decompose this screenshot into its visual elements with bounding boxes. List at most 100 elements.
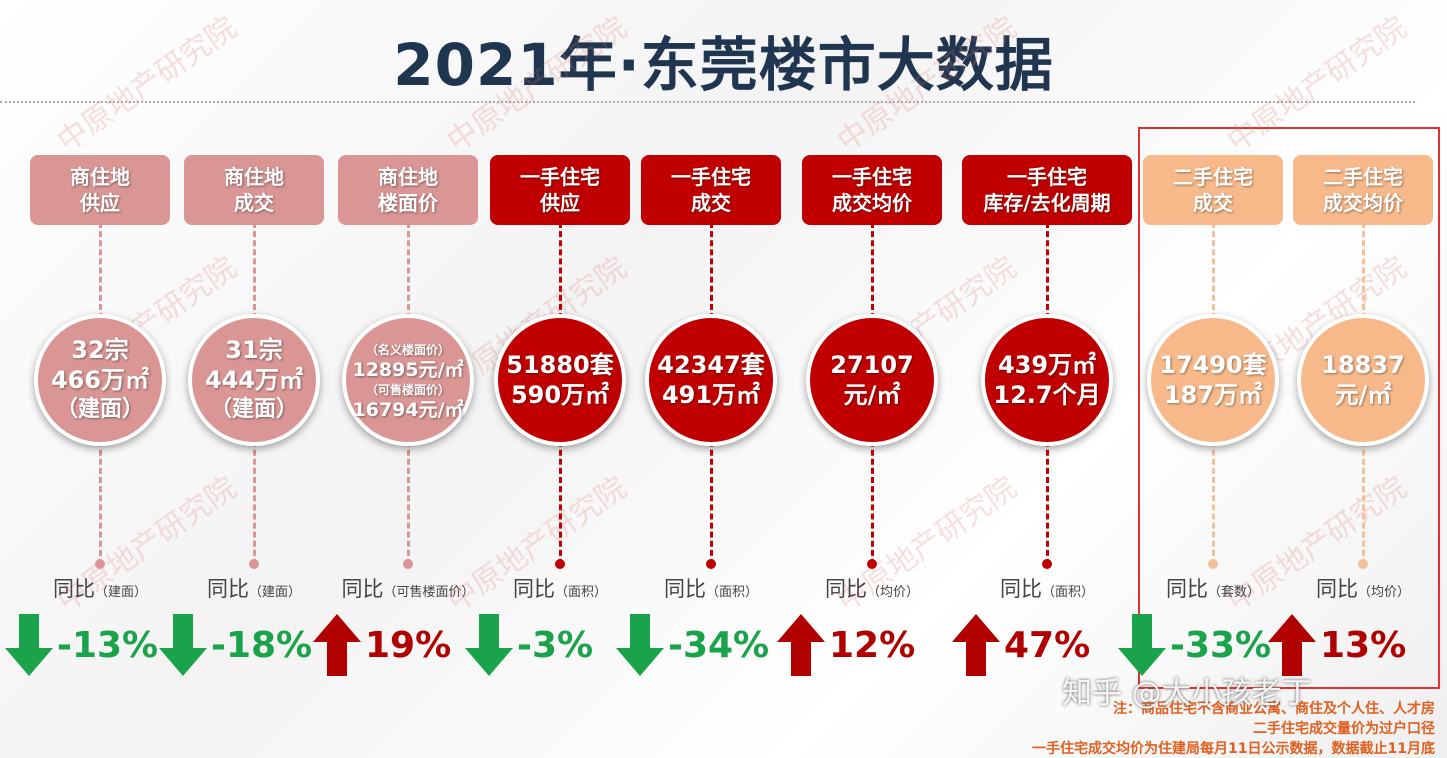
arrow-down bbox=[159, 614, 207, 676]
change-value: -18% bbox=[211, 624, 313, 666]
arrow-up bbox=[1268, 614, 1316, 676]
note: 二手住宅成交量价为过户口径 bbox=[1253, 721, 1435, 737]
yoy-text: 同比 bbox=[512, 577, 555, 601]
stem-dot bbox=[95, 559, 105, 569]
yoy-label: 同比（面积） bbox=[480, 573, 640, 603]
stem-dot bbox=[403, 559, 413, 569]
note: 注：商品住宅不含商业公寓、商住及个人住、人才房 bbox=[1113, 701, 1435, 717]
circle-line: 12.7个月 bbox=[993, 381, 1101, 409]
circle-line: 466万㎡ bbox=[50, 366, 150, 394]
change: 47% bbox=[952, 614, 1090, 676]
change-value: -34% bbox=[668, 624, 770, 666]
change-value: 19% bbox=[365, 624, 452, 666]
column-header: 一手住宅 供应 bbox=[490, 155, 630, 225]
column-header: 一手住宅 成交 bbox=[641, 155, 781, 225]
yoy-note: （套数） bbox=[1207, 585, 1260, 600]
header-line: 楼面价 bbox=[378, 191, 438, 215]
change-value: -3% bbox=[517, 624, 594, 666]
value-circle: （名义楼面价） 12895元/㎡ （可售楼面价） 16794元/㎡ bbox=[342, 314, 474, 446]
value-circle: 17490套 187万㎡ bbox=[1147, 314, 1279, 446]
title: 2021年·东莞楼市大数据 bbox=[393, 31, 1054, 99]
value-circle: 18837 元/㎡ bbox=[1297, 314, 1429, 446]
header-line: 商住地 bbox=[70, 165, 130, 189]
yoy-note: （建面） bbox=[94, 585, 147, 600]
stem-dot bbox=[1358, 559, 1368, 569]
yoy-note: （面积） bbox=[554, 585, 607, 600]
yoy-label: 同比（建面） bbox=[20, 573, 180, 603]
note: 一手住宅成交均价为住建局每月11日公示数据，数据截止11月底 bbox=[1032, 741, 1435, 757]
column-header: 一手住宅 成交均价 bbox=[802, 155, 942, 225]
circle-line: 187万㎡ bbox=[1163, 381, 1263, 409]
header-line: 成交 bbox=[234, 191, 274, 215]
yoy-note: （均价） bbox=[866, 585, 919, 600]
circle-line: 17490套 bbox=[1159, 351, 1267, 379]
yoy-label: 同比（套数） bbox=[1133, 573, 1293, 603]
change: -34% bbox=[616, 614, 769, 676]
column-header: 一手住宅 库存/去化周期 bbox=[962, 155, 1132, 225]
change-value: -33% bbox=[1170, 624, 1272, 666]
header-line: 商住地 bbox=[224, 165, 284, 189]
yoy-label: 同比（建面） bbox=[174, 573, 334, 603]
value-circle: 42347套 491万㎡ bbox=[645, 314, 777, 446]
stem-dot bbox=[249, 559, 259, 569]
arrow-up bbox=[777, 614, 825, 676]
header-line: 二手住宅 bbox=[1323, 165, 1403, 189]
yoy-text: 同比 bbox=[999, 577, 1042, 601]
yoy-label: 同比（面积） bbox=[631, 573, 791, 603]
header-line: 二手住宅 bbox=[1173, 165, 1253, 189]
header-line: 一手住宅 bbox=[832, 165, 912, 189]
circle-line: （建面） bbox=[55, 397, 144, 422]
stem-dot bbox=[867, 559, 877, 569]
column-header: 商住地 成交 bbox=[184, 155, 324, 225]
circle-line: 12895元/㎡ bbox=[352, 359, 464, 381]
change-value: 47% bbox=[1004, 624, 1091, 666]
circle-line: 491万㎡ bbox=[661, 381, 761, 409]
value-circle: 32宗 466万㎡ （建面） bbox=[34, 314, 166, 446]
header-line: 一手住宅 bbox=[520, 165, 600, 189]
column-header: 商住地 楼面价 bbox=[338, 155, 478, 225]
value-circle: 27107 元/㎡ bbox=[806, 314, 938, 446]
column-header: 二手住宅 成交 bbox=[1143, 155, 1283, 225]
change-value: -13% bbox=[57, 624, 159, 666]
arrow-up bbox=[952, 614, 1000, 676]
circle-line: 444万㎡ bbox=[204, 366, 304, 394]
value-circle: 51880套 590万㎡ bbox=[494, 314, 626, 446]
circle-line: 16794元/㎡ bbox=[352, 399, 464, 421]
yoy-text: 同比 bbox=[824, 577, 867, 601]
header-line: 一手住宅 bbox=[671, 165, 751, 189]
yoy-note: （面积） bbox=[705, 585, 758, 600]
value-circle: 439万㎡ 12.7个月 bbox=[981, 314, 1113, 446]
stem-dot bbox=[555, 559, 565, 569]
header-line: 一手住宅 bbox=[1007, 165, 1087, 189]
circle-line: （名义楼面价） bbox=[365, 343, 450, 357]
yoy-note: （面积） bbox=[1041, 585, 1094, 600]
change: 12% bbox=[777, 614, 915, 676]
column-header: 商住地 供应 bbox=[30, 155, 170, 225]
change-value: 13% bbox=[1320, 624, 1407, 666]
value-circle: 31宗 444万㎡ （建面） bbox=[188, 314, 320, 446]
change-value: 12% bbox=[829, 624, 916, 666]
arrow-down bbox=[465, 614, 513, 676]
circle-line: 439万㎡ bbox=[997, 351, 1097, 379]
divider bbox=[0, 101, 1415, 103]
circle-line: 590万㎡ bbox=[510, 381, 610, 409]
header-line: 供应 bbox=[540, 191, 580, 215]
yoy-text: 同比 bbox=[663, 577, 706, 601]
yoy-text: 同比 bbox=[1165, 577, 1208, 601]
yoy-note: （建面） bbox=[248, 585, 301, 600]
circle-line: （建面） bbox=[209, 397, 298, 422]
circle-line: 42347套 bbox=[657, 351, 765, 379]
yoy-label: 同比（均价） bbox=[792, 573, 952, 603]
header-line: 供应 bbox=[80, 191, 120, 215]
change: 19% bbox=[313, 614, 451, 676]
change: -33% bbox=[1118, 614, 1271, 676]
stem-dot bbox=[706, 559, 716, 569]
arrow-down bbox=[5, 614, 53, 676]
yoy-note: （均价） bbox=[1357, 585, 1410, 600]
circle-line: 27107 bbox=[830, 351, 914, 379]
highlight-box bbox=[1138, 127, 1440, 689]
stem-dot bbox=[1208, 559, 1218, 569]
yoy-text: 同比 bbox=[1315, 577, 1358, 601]
arrow-up bbox=[313, 614, 361, 676]
circle-line: 元/㎡ bbox=[1334, 381, 1392, 409]
